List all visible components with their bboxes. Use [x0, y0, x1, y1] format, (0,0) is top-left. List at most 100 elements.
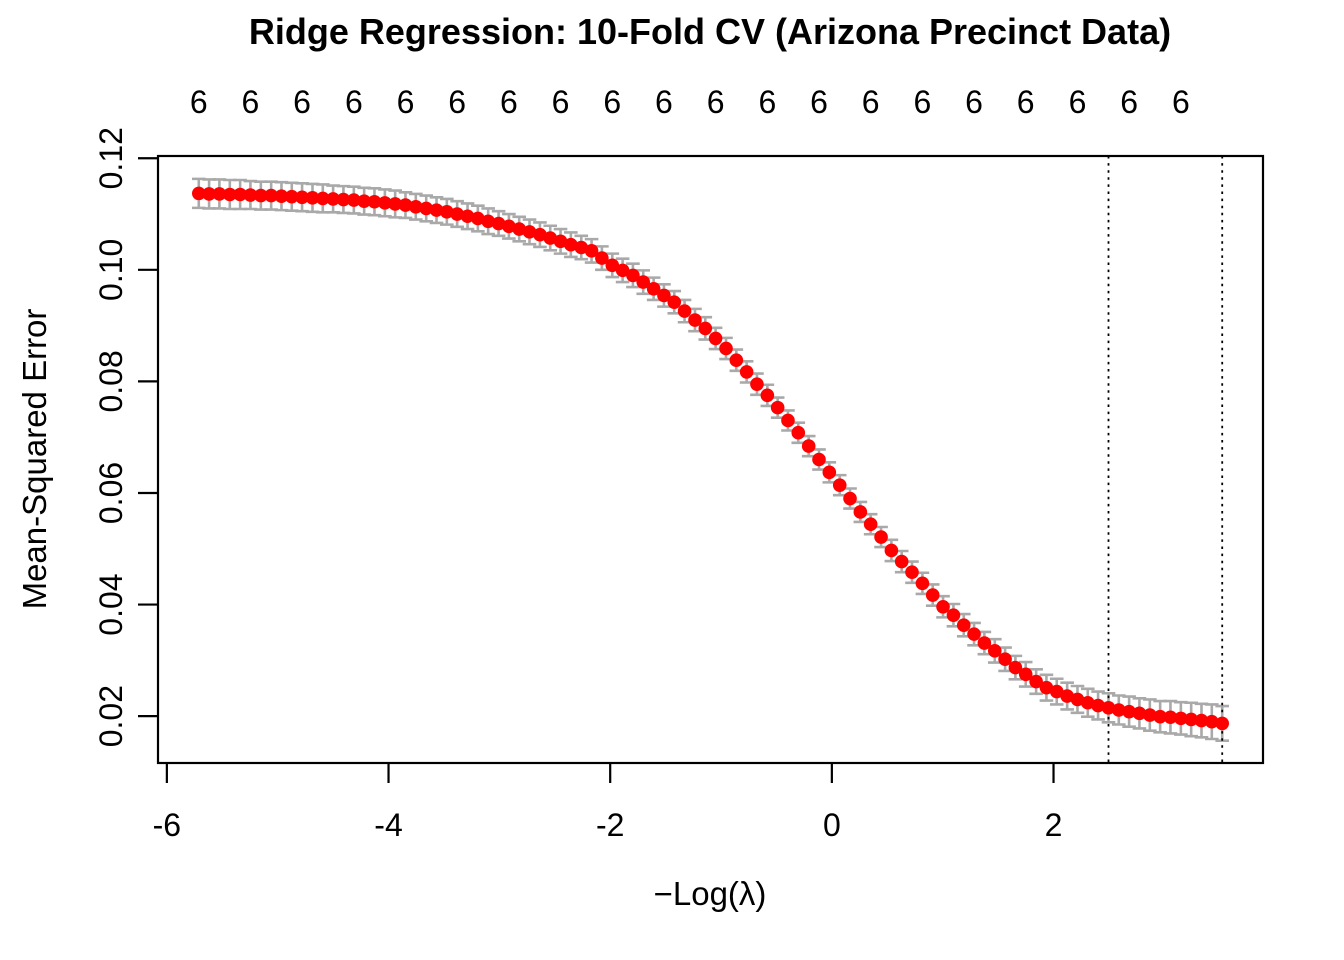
x-tick-label: -4 [374, 807, 402, 843]
nonzero-count-label: 6 [500, 84, 518, 120]
cv-point [388, 197, 402, 211]
cv-point [1122, 704, 1136, 719]
y-tick-label: 0.08 [93, 350, 129, 412]
cv-point [1132, 706, 1147, 721]
cv-point [1184, 712, 1198, 727]
x-tick-label: -2 [596, 807, 624, 843]
cv-point [708, 331, 723, 346]
cv-point [884, 543, 899, 558]
cv-point [408, 199, 423, 214]
y-tick-label: 0.10 [93, 239, 129, 301]
cv-point [1039, 680, 1054, 695]
nonzero-count-label: 6 [1172, 84, 1190, 120]
cv-point [584, 244, 599, 258]
cv-point [1163, 710, 1178, 725]
cv-point [636, 275, 651, 289]
cv-point [667, 295, 682, 309]
cv-point [316, 191, 330, 206]
nonzero-count-label: 6 [190, 84, 208, 120]
x-axis-ticks: -6 -4 -2 0 2 [153, 763, 1063, 843]
cv-point [998, 652, 1012, 667]
y-axis-title: Mean-Squared Error [16, 309, 53, 610]
nonzero-count-label: 6 [810, 84, 828, 120]
cv-point [1080, 695, 1095, 710]
cv-point [719, 341, 733, 356]
chart-title: Ridge Regression: 10-Fold CV (Arizona Pr… [249, 11, 1171, 52]
nonzero-count-label: 6 [862, 84, 880, 120]
cv-point [264, 188, 278, 203]
y-axis-ticks: 0.02 0.04 0.06 0.08 0.10 0.12 [93, 127, 158, 747]
cv-point [398, 198, 413, 212]
cv-point [874, 530, 888, 544]
cv-point [657, 288, 671, 303]
cv-point [274, 189, 289, 203]
cv-point [481, 214, 495, 229]
cv-point [1091, 698, 1105, 713]
nonzero-count-label: 6 [1069, 84, 1087, 120]
nonzero-count-label: 6 [758, 84, 776, 120]
cv-point [1060, 689, 1074, 703]
cv-point [233, 187, 247, 202]
cv-point [450, 207, 464, 221]
cv-point [1018, 667, 1033, 682]
cv-point [615, 263, 630, 278]
nonzero-count-label: 6 [397, 84, 415, 120]
cv-point [812, 452, 826, 467]
cv-point [1112, 703, 1126, 717]
cv-point [863, 517, 878, 532]
cv-point [284, 189, 299, 204]
cv-point [295, 190, 309, 205]
cv-point [925, 588, 940, 602]
cv-points-group [191, 186, 1230, 731]
y-tick-label: 0.04 [93, 573, 129, 635]
cv-point [605, 258, 620, 273]
cv-point [574, 240, 589, 255]
cv-point [564, 237, 578, 252]
cv-point [822, 465, 837, 480]
cv-point [347, 193, 361, 207]
cv-point [512, 222, 527, 236]
cv-point [646, 281, 661, 296]
cv-point [956, 618, 971, 632]
cv-point [367, 194, 382, 209]
nonzero-count-label: 6 [655, 84, 673, 120]
cv-point [915, 576, 930, 591]
cv-point [491, 216, 506, 231]
cv-point [1070, 692, 1085, 707]
cv-point [1101, 700, 1116, 715]
cv-point [460, 209, 475, 224]
cv-point [1029, 674, 1043, 689]
lambda-vlines-group [1107, 156, 1224, 763]
nonzero-count-label: 6 [448, 84, 466, 120]
cv-point [739, 365, 754, 379]
cv-point [502, 219, 516, 234]
cv-point [223, 187, 237, 202]
nonzero-count-label: 6 [552, 84, 570, 120]
cv-point [543, 231, 558, 245]
error-bars-group [191, 177, 1230, 742]
cv-point [905, 565, 919, 579]
cv-point [1143, 708, 1157, 722]
cv-point [770, 400, 785, 415]
x-tick-label: 2 [1045, 807, 1063, 843]
cv-point [378, 196, 392, 210]
plot-border-box [156, 154, 1265, 765]
cv-point [688, 313, 702, 327]
nonzero-count-label: 6 [965, 84, 983, 120]
cv-point [894, 554, 909, 569]
y-tick-label: 0.12 [93, 127, 129, 189]
nonzero-count-label: 6 [603, 84, 621, 120]
cv-point [243, 188, 258, 202]
cv-point [626, 268, 640, 283]
cv-point [698, 321, 713, 336]
cv-point [471, 211, 485, 226]
cv-point [791, 425, 806, 440]
cv-point [357, 194, 371, 208]
cv-point [1194, 713, 1209, 728]
cv-point [440, 204, 454, 219]
cv-point [832, 478, 847, 492]
nonzero-count-label: 6 [345, 84, 363, 120]
cv-point [750, 377, 764, 391]
cv-point [522, 225, 537, 239]
cv-point [946, 608, 961, 622]
